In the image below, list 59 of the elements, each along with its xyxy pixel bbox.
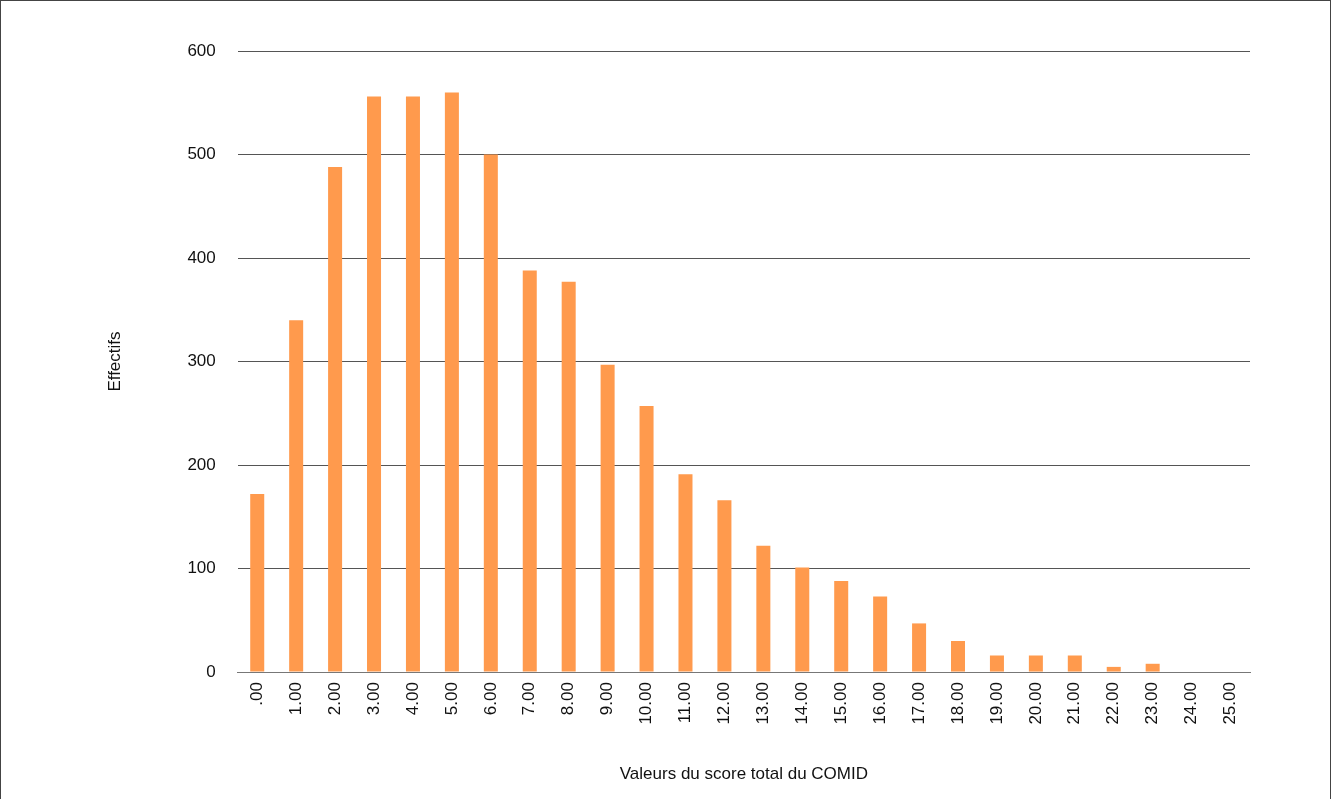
bar xyxy=(1067,655,1082,672)
bar xyxy=(756,545,771,672)
x-tick-label: 24.00 xyxy=(1181,682,1201,725)
x-tick-label: 12.00 xyxy=(714,682,734,725)
x-tick-label: 22.00 xyxy=(1103,682,1123,725)
x-axis-title: Valeurs du score total du COMID xyxy=(619,764,868,784)
bar xyxy=(250,494,265,672)
x-tick-label: .00 xyxy=(246,682,266,706)
y-axis-title: Effectifs xyxy=(104,331,124,392)
y-tick-label: 500 xyxy=(187,144,216,164)
bar xyxy=(834,580,849,672)
bar xyxy=(444,92,459,672)
bar xyxy=(289,320,304,672)
y-tick-label: 300 xyxy=(187,351,216,371)
x-tick-label: 25.00 xyxy=(1220,682,1240,725)
y-tick-label: 400 xyxy=(187,247,216,267)
bar xyxy=(483,154,498,672)
x-tick-label: 11.00 xyxy=(675,682,695,724)
x-tick-label: 19.00 xyxy=(986,682,1006,725)
bar xyxy=(989,655,1004,672)
bar xyxy=(912,623,927,672)
bar xyxy=(678,474,693,672)
bar xyxy=(639,406,654,672)
x-tick-label: 1.00 xyxy=(285,682,305,716)
x-tick-label: 17.00 xyxy=(908,682,928,725)
x-tick-label: 2.00 xyxy=(324,682,344,716)
bar xyxy=(951,641,966,672)
x-tick-label: 13.00 xyxy=(753,682,773,725)
x-tick-label: 8.00 xyxy=(558,682,578,716)
x-tick-label: 9.00 xyxy=(597,682,617,716)
y-tick-label: 200 xyxy=(187,454,216,474)
bar xyxy=(328,166,343,672)
x-tick-label: 6.00 xyxy=(480,682,500,716)
bar xyxy=(522,270,537,672)
y-tick-label: 600 xyxy=(187,40,216,60)
y-tick-label: 0 xyxy=(206,661,216,681)
bar xyxy=(600,364,615,672)
x-tick-label: 23.00 xyxy=(1142,682,1162,725)
x-tick-label: 14.00 xyxy=(791,682,811,725)
bar xyxy=(717,500,732,672)
bar xyxy=(367,96,382,672)
x-tick-label: 20.00 xyxy=(1025,682,1045,725)
bar xyxy=(1145,663,1160,672)
x-tick-label: 10.00 xyxy=(636,682,656,725)
bar xyxy=(1028,655,1043,672)
x-tick-label: 21.00 xyxy=(1064,682,1084,725)
bar xyxy=(1106,666,1121,672)
bar xyxy=(405,96,420,672)
x-tick-label: 16.00 xyxy=(869,682,889,725)
x-tick-label: 7.00 xyxy=(519,682,539,716)
x-tick-label: 15.00 xyxy=(830,682,850,725)
x-tick-label: 18.00 xyxy=(947,682,967,725)
bar xyxy=(873,596,888,672)
x-tick-label: 4.00 xyxy=(402,682,422,716)
bar xyxy=(561,281,576,672)
x-tick-label: 3.00 xyxy=(363,682,383,716)
bar xyxy=(795,567,810,672)
x-tick-label: 5.00 xyxy=(441,682,461,716)
y-tick-label: 100 xyxy=(187,558,216,578)
